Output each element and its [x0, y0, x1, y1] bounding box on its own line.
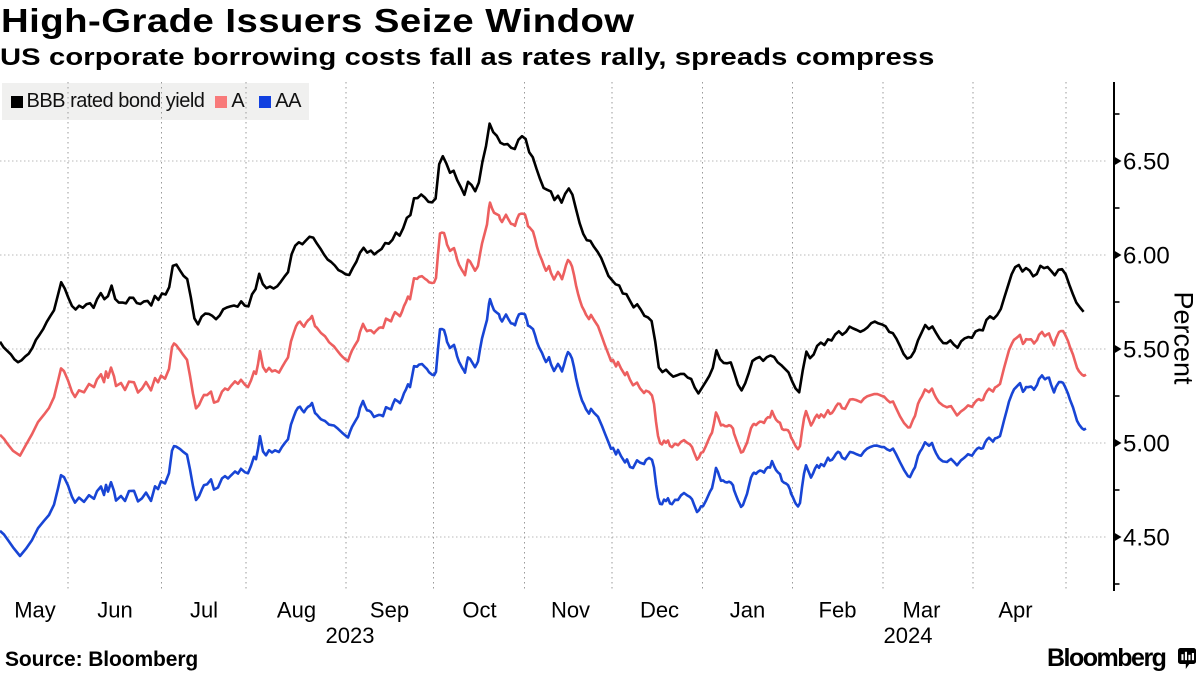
- svg-text:2024: 2024: [884, 623, 933, 648]
- svg-text:Sep: Sep: [370, 598, 409, 623]
- svg-text:Mar: Mar: [903, 598, 941, 623]
- svg-text:Percent: Percent: [1169, 291, 1199, 385]
- svg-text:5.50: 5.50: [1123, 337, 1170, 364]
- svg-text:Dec: Dec: [640, 598, 679, 623]
- svg-text:6.00: 6.00: [1123, 243, 1170, 270]
- svg-text:Nov: Nov: [551, 598, 590, 623]
- svg-text:5.00: 5.00: [1123, 431, 1170, 458]
- svg-text:4.50: 4.50: [1123, 525, 1170, 552]
- svg-text:6.50: 6.50: [1123, 149, 1170, 176]
- svg-text:Aug: Aug: [277, 598, 316, 623]
- svg-text:Jun: Jun: [97, 598, 132, 623]
- svg-text:Jan: Jan: [730, 598, 765, 623]
- svg-text:Oct: Oct: [462, 598, 496, 623]
- svg-text:Jul: Jul: [190, 598, 218, 623]
- svg-text:Apr: Apr: [998, 598, 1032, 623]
- svg-text:May: May: [14, 598, 56, 623]
- svg-text:2023: 2023: [326, 623, 375, 648]
- svg-text:Feb: Feb: [819, 598, 857, 623]
